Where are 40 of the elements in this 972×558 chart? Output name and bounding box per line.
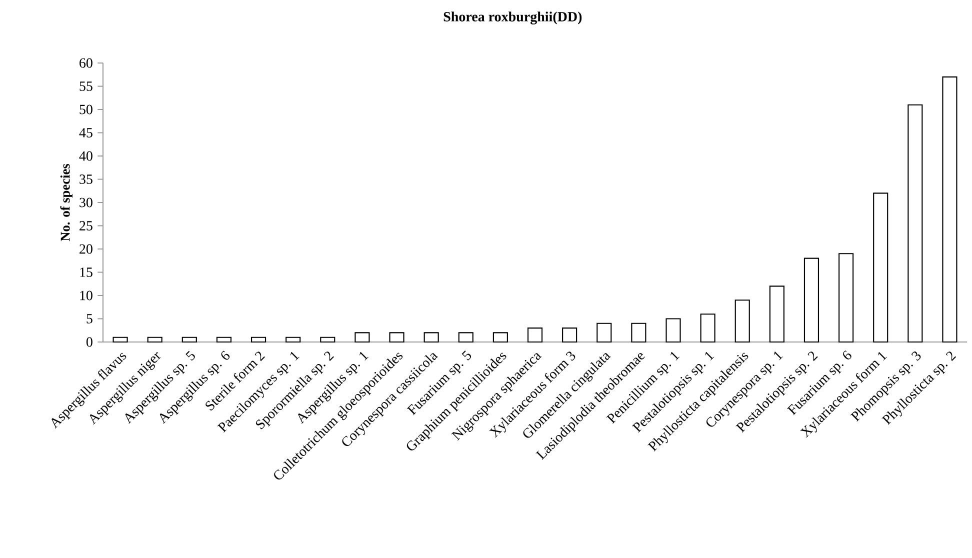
y-tick-label: 20: [80, 244, 92, 254]
bar: [492, 332, 508, 343]
y-tick-label: 55: [80, 82, 92, 91]
y-tick-label: 5: [86, 314, 92, 324]
bar: [527, 328, 543, 343]
y-tick-label: 10: [80, 290, 92, 300]
bar: [286, 336, 301, 343]
bar: [700, 314, 716, 343]
y-tick-label: 40: [79, 151, 92, 161]
y-tick-label: 0: [86, 337, 92, 347]
bar: [562, 328, 578, 343]
bar: [596, 322, 612, 343]
bar: [838, 253, 854, 343]
y-tick-label: 15: [80, 268, 92, 277]
bar: [458, 332, 474, 343]
bar: [389, 332, 404, 343]
y-tick-label: 30: [80, 198, 92, 208]
bar: [216, 336, 232, 343]
bar: [424, 332, 439, 343]
bar: [942, 76, 958, 343]
bar: [320, 336, 336, 343]
bar: [734, 300, 750, 343]
y-tick-label: 35: [80, 174, 92, 184]
bar: [769, 286, 784, 343]
y-tick-label: 25: [80, 221, 92, 230]
y-axis-title: No. of species: [60, 164, 72, 242]
y-tick-label: 50: [80, 104, 92, 114]
bar: [804, 258, 820, 343]
bar: [112, 336, 128, 343]
bar: [147, 336, 162, 343]
bar: [250, 336, 266, 343]
bar: [182, 336, 197, 343]
chart-title: Shorea roxburghii(DD): [444, 12, 582, 24]
bar: [908, 104, 923, 343]
y-tick-label: 45: [79, 128, 92, 138]
y-tick-label: 60: [80, 58, 92, 68]
bar: [666, 318, 681, 343]
bar: [631, 322, 646, 343]
bar: [873, 192, 888, 343]
bar: [354, 332, 370, 343]
